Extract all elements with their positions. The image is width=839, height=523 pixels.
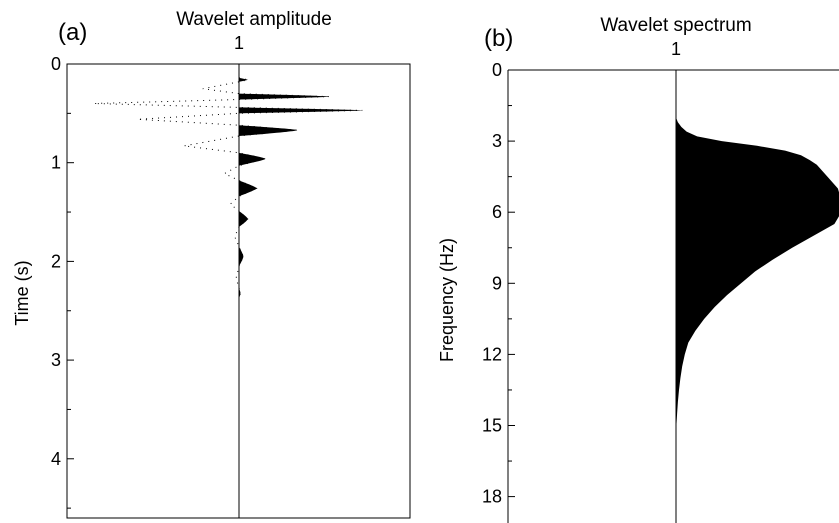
panel-b-y-axis: 0 3 6 9 12 15 18: [482, 60, 515, 507]
panel-b-spectrum-area: [676, 117, 839, 438]
panel-a-tick-label: 2: [51, 251, 61, 271]
panel-a-wiggle-line: [93, 77, 363, 300]
panel-a-trace-label: 1: [234, 33, 244, 53]
panel-b-tick-label: 0: [492, 60, 502, 80]
panel-b-tick-label: 6: [492, 202, 502, 222]
panel-b-tick-label: 3: [492, 131, 502, 151]
panel-a-positive-lobe: [239, 246, 244, 267]
panel-b-spectrum: (b) Wavelet spectrum 1 0 3 6 9 12 15 18 Freque…: [437, 15, 839, 523]
panel-a-positive-lobe: [239, 107, 363, 114]
panel-a-title: Wavelet amplitude: [176, 9, 332, 30]
panel-a-amplitude: (a) Wavelet amplitude 1 0 1 2 3 4 Time (s): [12, 9, 411, 519]
panel-a-positive-lobe: [239, 152, 266, 166]
panel-a-tick-label: 1: [51, 153, 61, 173]
panel-a-tick-label: 4: [51, 449, 61, 469]
panel-a-positive-lobe: [239, 211, 248, 227]
panel-b-trace-label: 1: [671, 39, 681, 59]
panel-b-tick-label: 18: [482, 487, 502, 507]
panel-a-y-axis: 0 1 2 3 4: [51, 54, 74, 509]
panel-a-positive-lobe: [239, 93, 330, 100]
panel-a-y-axis-label: Time (s): [12, 260, 32, 325]
panel-b-tick-label: 15: [482, 416, 502, 436]
panel-a-tick-label: 3: [51, 350, 61, 370]
panel-a-positive-lobe: [239, 288, 241, 299]
panel-a-positive-lobe: [239, 77, 248, 82]
panel-b-tick-label: 12: [482, 344, 502, 364]
panel-a-label: (a): [58, 19, 87, 46]
panel-a-positive-lobe: [239, 180, 257, 197]
panel-b-label: (b): [484, 25, 513, 52]
panel-b-title: Wavelet spectrum: [600, 15, 751, 36]
panel-a-tick-label: 0: [51, 54, 61, 74]
panel-b-trace: [675, 70, 839, 523]
panel-b-tick-label: 9: [492, 273, 502, 293]
panel-b-y-axis-label: Frequency (Hz): [437, 238, 457, 362]
panel-a-trace: [93, 64, 363, 518]
panel-a-positive-lobe: [239, 125, 298, 137]
